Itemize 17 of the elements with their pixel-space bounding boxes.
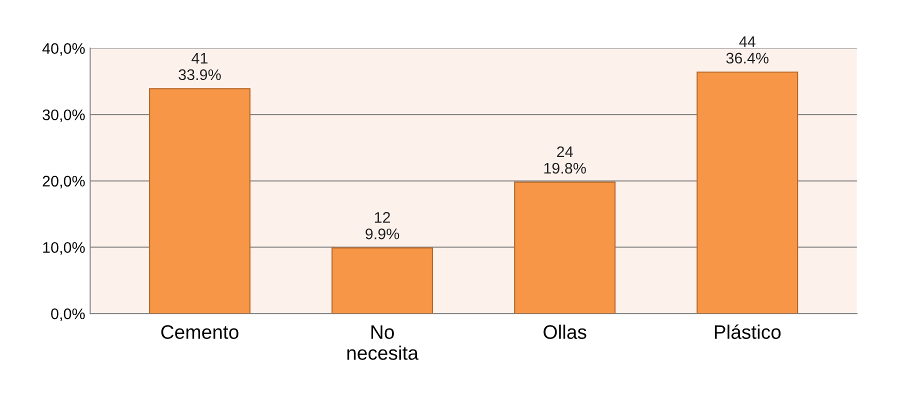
data-label: 24 19.8% — [544, 146, 586, 174]
bar — [514, 182, 616, 314]
y-tick-label: 10,0% — [43, 242, 85, 255]
y-tick-label: 40,0% — [42, 43, 85, 56]
x-tick-label: Cemento — [161, 325, 238, 339]
x-tick-label: Plástico — [714, 324, 781, 339]
bar — [148, 88, 250, 314]
data-label: 44 36.4% — [726, 36, 768, 64]
y-tick-label: 0,0% — [51, 308, 85, 322]
x-tick-label: Ollas — [544, 324, 586, 339]
data-label: 41 33.9% — [178, 53, 221, 80]
y-tick-label: 20,0% — [42, 176, 85, 188]
y-tick-label: 30,0% — [42, 109, 85, 122]
bar — [332, 247, 434, 314]
bar — [696, 72, 798, 314]
x-tick-label: No necesita — [347, 325, 418, 360]
data-label: 12 9.9% — [366, 212, 400, 240]
